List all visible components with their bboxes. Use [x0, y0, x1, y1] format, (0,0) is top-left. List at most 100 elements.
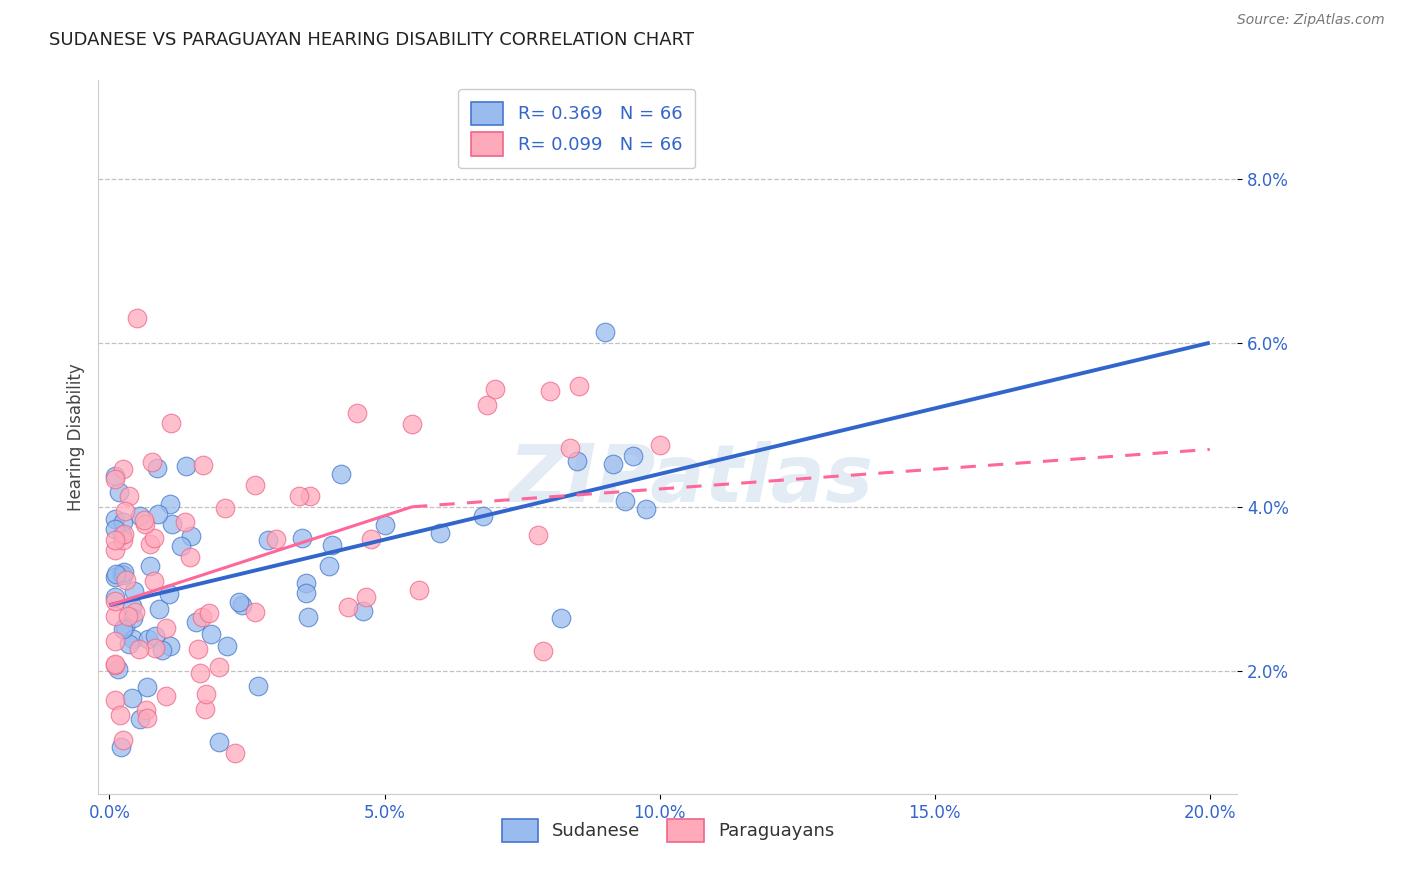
Point — [648, 437, 671, 451]
Point — [110, 740, 132, 755]
Point — [141, 455, 163, 469]
Point — [214, 501, 236, 516]
Point — [288, 489, 311, 503]
Point — [143, 629, 166, 643]
Y-axis label: Hearing Disability: Hearing Disability — [66, 363, 84, 511]
Point — [336, 600, 359, 615]
Point — [107, 803, 129, 817]
Point — [247, 679, 270, 693]
Point — [104, 570, 127, 584]
Point — [132, 513, 155, 527]
Point — [187, 641, 209, 656]
Point — [150, 643, 173, 657]
Point — [128, 641, 150, 656]
Point — [117, 608, 139, 623]
Point — [191, 458, 214, 473]
Point — [108, 708, 131, 723]
Point — [118, 637, 141, 651]
Point — [104, 634, 127, 648]
Point — [217, 639, 239, 653]
Point — [142, 531, 165, 545]
Point — [135, 703, 157, 717]
Point — [207, 735, 229, 749]
Point — [105, 567, 128, 582]
Point — [321, 538, 343, 552]
Point — [134, 516, 156, 531]
Point — [104, 522, 127, 536]
Text: ZIPatlas: ZIPatlas — [508, 441, 873, 519]
Point — [243, 478, 266, 492]
Point — [477, 399, 499, 413]
Point — [111, 533, 134, 548]
Point — [121, 690, 143, 705]
Point — [128, 508, 150, 523]
Point — [299, 489, 322, 503]
Point — [170, 539, 193, 553]
Point — [108, 484, 131, 499]
Point — [142, 574, 165, 588]
Point — [352, 604, 374, 618]
Point — [550, 610, 572, 624]
Point — [179, 549, 201, 564]
Point — [174, 516, 197, 530]
Point — [264, 532, 287, 546]
Point — [111, 622, 134, 636]
Point — [194, 702, 217, 716]
Point — [294, 575, 316, 590]
Point — [159, 640, 181, 654]
Point — [111, 528, 134, 542]
Point — [602, 457, 624, 471]
Point — [112, 526, 135, 541]
Point — [614, 494, 637, 508]
Point — [104, 468, 127, 483]
Point — [104, 590, 127, 604]
Point — [129, 712, 152, 726]
Point — [122, 610, 145, 624]
Point — [257, 533, 280, 548]
Point — [197, 607, 219, 621]
Point — [122, 584, 145, 599]
Point — [104, 512, 127, 526]
Point — [593, 326, 616, 340]
Point — [124, 605, 146, 619]
Point — [139, 849, 162, 863]
Point — [157, 587, 180, 601]
Point — [160, 798, 183, 813]
Point — [208, 660, 231, 674]
Point — [111, 515, 134, 529]
Point — [346, 406, 368, 420]
Point — [558, 441, 581, 455]
Point — [297, 610, 319, 624]
Point — [180, 529, 202, 543]
Point — [195, 687, 218, 701]
Point — [159, 416, 181, 430]
Point — [146, 507, 169, 521]
Point — [373, 518, 395, 533]
Point — [104, 543, 127, 558]
Point — [104, 594, 127, 608]
Point — [636, 502, 658, 516]
Point — [356, 590, 378, 604]
Point — [104, 657, 127, 672]
Point — [121, 599, 143, 613]
Legend: Sudanese, Paraguayans: Sudanese, Paraguayans — [495, 812, 841, 849]
Point — [190, 610, 212, 624]
Point — [200, 627, 222, 641]
Point — [186, 615, 208, 630]
Point — [112, 565, 135, 579]
Text: SUDANESE VS PARAGUAYAN HEARING DISABILITY CORRELATION CHART: SUDANESE VS PARAGUAYAN HEARING DISABILIT… — [49, 31, 695, 49]
Point — [135, 711, 157, 725]
Point — [127, 311, 149, 326]
Point — [155, 621, 177, 635]
Point — [104, 533, 127, 547]
Point — [621, 449, 644, 463]
Point — [291, 531, 314, 545]
Point — [565, 453, 588, 467]
Point — [228, 595, 250, 609]
Point — [429, 525, 451, 540]
Point — [138, 559, 160, 574]
Point — [538, 384, 561, 399]
Point — [115, 573, 138, 587]
Point — [104, 609, 127, 624]
Point — [531, 644, 554, 658]
